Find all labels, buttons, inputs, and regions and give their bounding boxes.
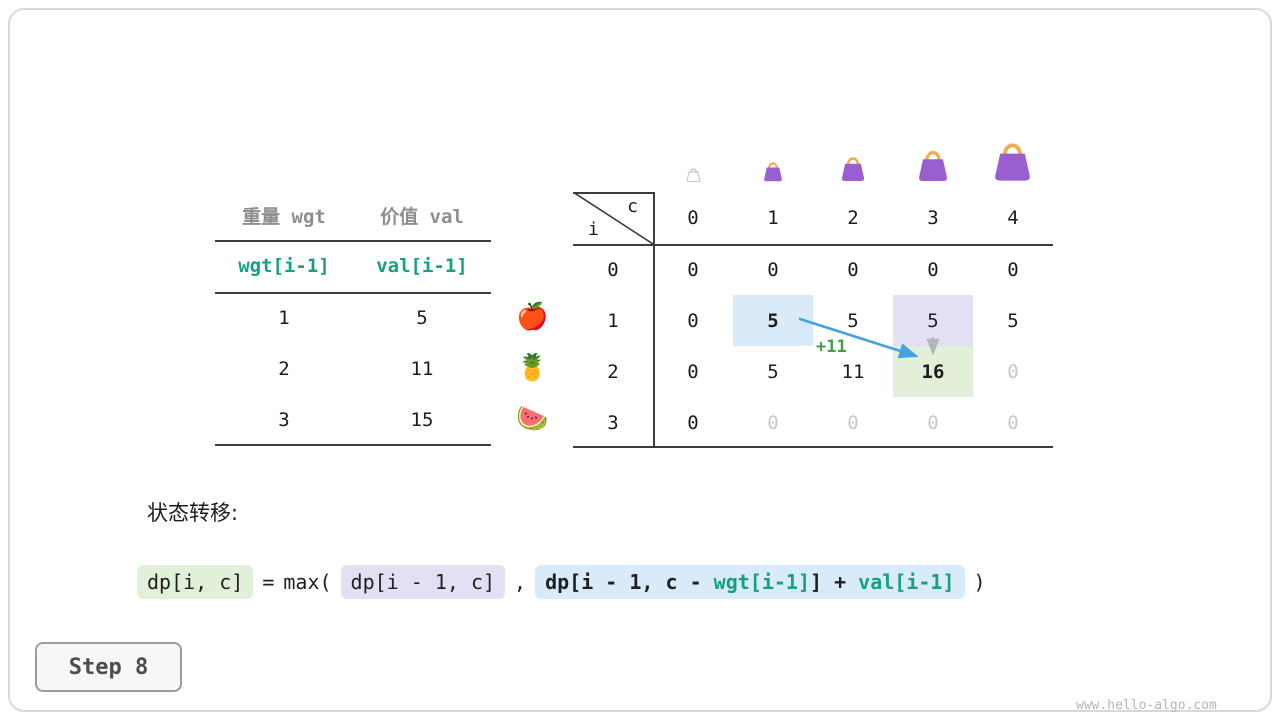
dp-cell-2-3-current-highlight: 16 [893, 346, 973, 397]
dp-row-1: 1 0 5 5 5 5 [573, 295, 1053, 346]
dp-cell-1-0: 0 [687, 309, 699, 332]
col-header-1: 1 [767, 207, 779, 229]
item-weight: 1 [278, 306, 290, 329]
value-column-header: 价值 val [380, 205, 464, 228]
val-formula-cell: val[i-1] [376, 255, 468, 277]
item-row-pineapple: 2 11 [215, 343, 491, 394]
dp-cell-0-1: 0 [767, 258, 779, 281]
dp-row-0: 0 0 0 0 0 0 [573, 244, 1053, 295]
dp-table: c i 0 1 2 3 4 0 0 0 0 0 0 1 0 5 5 5 5 [573, 192, 1053, 448]
dp-cell-0-2: 0 [847, 258, 859, 281]
items-table: 重量 wgt 价值 val wgt[i-1] val[i-1] 1 5 2 11… [215, 190, 491, 446]
weight-column-header: 重量 wgt [242, 205, 326, 228]
item-axis-label: i [588, 219, 599, 240]
dp-cell-2-4: 0 [1007, 360, 1019, 383]
dp-cell-3-2: 0 [847, 411, 859, 434]
corner-diagonal-line [573, 192, 653, 244]
dp-cell-3-4: 0 [1007, 411, 1019, 434]
transition-formula: dp[i, c] = max( dp[i - 1, c] , dp[i - 1,… [137, 562, 986, 602]
formula-max-open: max( [283, 570, 332, 594]
dp-cell-1-4: 5 [1007, 309, 1019, 332]
dp-bottom-border [573, 446, 1053, 448]
item-row-watermelon: 3 15 [215, 394, 491, 445]
capacity-bags-row [573, 128, 1053, 182]
dp-cell-0-3: 0 [927, 258, 939, 281]
watermelon-icon: 🍉 [516, 404, 549, 434]
dp-cell-2-1: 5 [767, 360, 779, 383]
dp-cell-0-0: 0 [687, 258, 699, 281]
empty-bag-icon [685, 166, 702, 182]
dp-cell-0-4: 0 [1007, 258, 1019, 281]
dp-cell-3-3: 0 [927, 411, 939, 434]
formula-arg2-val: val[i-1] [858, 570, 955, 594]
dp-cell-2-2: 11 [841, 360, 865, 383]
items-table-bottom-border [215, 444, 491, 446]
formula-comma: , [514, 570, 527, 594]
col-header-0: 0 [687, 207, 699, 229]
dp-corner-cell: c i [573, 192, 653, 244]
bag-icon-size-1 [761, 159, 785, 182]
items-table-divider [215, 240, 491, 242]
step-badge: Step 8 [35, 642, 182, 692]
dp-row-3: 3 0 0 0 0 0 [573, 397, 1053, 448]
row-header-3: 3 [607, 411, 619, 434]
item-value: 15 [410, 408, 434, 431]
bag-icon-size-4 [989, 137, 1036, 182]
item-value: 11 [410, 357, 434, 380]
dp-row-header-divider [653, 192, 655, 448]
item-value: 5 [416, 306, 428, 329]
item-weight: 3 [278, 408, 290, 431]
dp-cell-3-0: 0 [687, 411, 699, 434]
bag-icon-size-3 [914, 146, 952, 182]
dp-cell-1-1-source-highlight: 5 [733, 295, 813, 346]
site-watermark: www.hello-algo.com [1076, 698, 1217, 713]
col-header-2: 2 [847, 207, 859, 229]
capacity-axis-label: c [627, 196, 638, 217]
wgt-formula-cell: wgt[i-1] [238, 255, 330, 277]
dp-row-2: 2 0 5 11 16 0 [573, 346, 1053, 397]
item-weight: 2 [278, 357, 290, 380]
formula-arg2: dp[i - 1, c - wgt[i-1]] + val[i-1] [535, 565, 965, 599]
formula-close-paren: ) [973, 570, 986, 594]
apple-icon: 🍎 [516, 302, 549, 332]
added-value-label: +11 [816, 337, 847, 357]
dp-header-row: c i 0 1 2 3 4 [573, 192, 1053, 244]
pineapple-icon: 🍍 [516, 353, 549, 383]
formula-arg2-plus: ] + [810, 570, 859, 594]
bag-icon-size-2 [838, 153, 868, 182]
col-header-4: 4 [1007, 207, 1019, 229]
formula-arg2-wgt: wgt[i-1] [713, 570, 810, 594]
items-table-divider [215, 292, 491, 294]
row-header-2: 2 [607, 360, 619, 383]
row-header-0: 0 [607, 258, 619, 281]
formula-arg2-dp: dp[i - 1, c - [545, 570, 714, 594]
formula-arg1: dp[i - 1, c] [340, 565, 506, 599]
formula-lhs: dp[i, c] [137, 565, 254, 599]
dp-cell-3-1: 0 [767, 411, 779, 434]
row-header-1: 1 [607, 309, 619, 332]
col-header-3: 3 [927, 207, 939, 229]
dp-cell-1-3-source-highlight: 5 [893, 295, 973, 346]
formula-equals: = [262, 570, 275, 594]
transition-title: 状态转移: [147, 501, 239, 525]
dp-corner-top-border [573, 192, 653, 194]
items-header-row: 重量 wgt 价值 val [215, 190, 491, 240]
dp-cell-2-0: 0 [687, 360, 699, 383]
dp-header-underline [573, 244, 1053, 246]
items-formula-row: wgt[i-1] val[i-1] [215, 240, 491, 292]
item-row-apple: 1 5 [215, 292, 491, 343]
